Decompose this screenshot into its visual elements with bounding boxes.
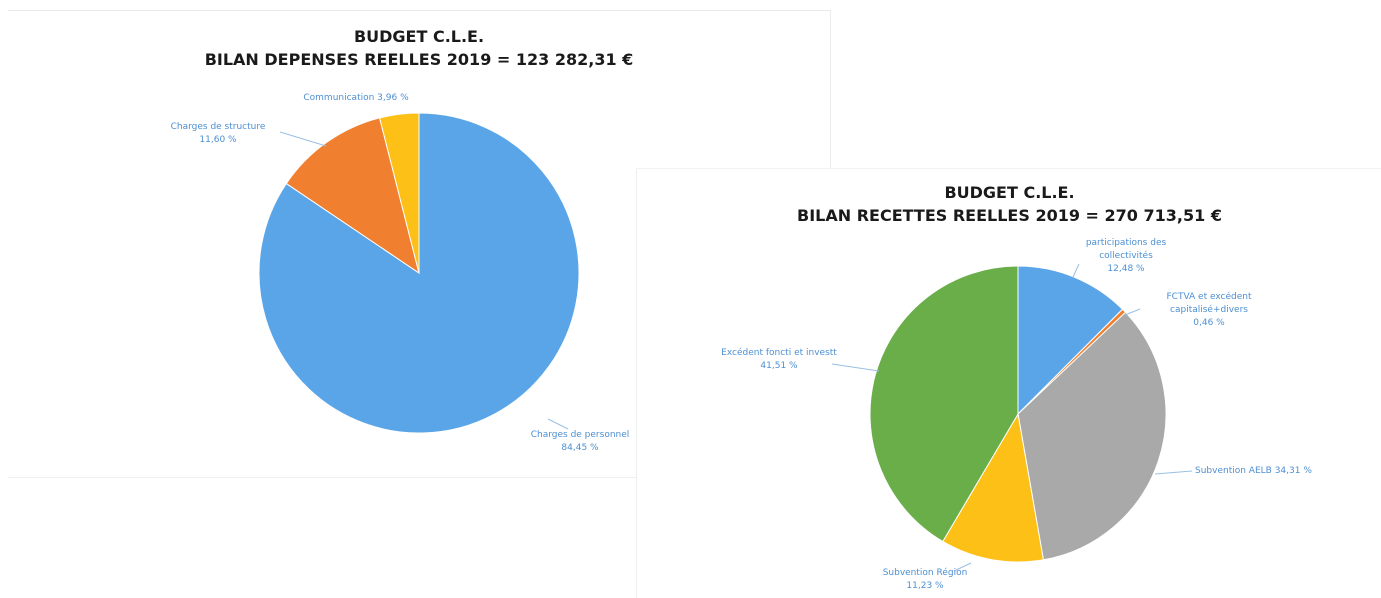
recettes-slice-label-4-line-1: 41,51 % [760, 361, 798, 371]
depenses-slice-1 [285, 117, 420, 275]
depenses-slice-label-1-line-0: Charges de structure [171, 122, 266, 132]
recettes-slice-label-0-line-0: participations des [1086, 238, 1167, 248]
chart-recettes-title: BUDGET C.L.E. [944, 183, 1075, 202]
depenses-slice-label-2-line-0: Communication 3,96 % [303, 93, 409, 103]
recettes-leader-line-0 [1072, 263, 1080, 278]
recettes-leader-line-1 [1124, 308, 1141, 316]
recettes-slice-label-3-line-1: 11,23 % [906, 581, 944, 591]
depenses-slice-label-0-line-1: 84,45 % [561, 443, 599, 453]
recettes-slice-label-1-line-1: capitalisé+divers [1170, 304, 1248, 315]
depenses-slice-label-0-line-0: Charges de personnel [531, 430, 630, 440]
depenses-slice-label-2: Communication 3,96 % [303, 93, 409, 103]
recettes-slice-label-2: Subvention AELB 34,31 % [1195, 466, 1312, 476]
depenses-slice-label-1-line-1: 11,60 % [199, 135, 237, 145]
recettes-slice-label-2-line-0: Subvention AELB 34,31 % [1195, 466, 1312, 476]
recettes-slice-label-4-line-0: Excédent foncti et investt [721, 347, 837, 358]
recettes-leader-line-4 [831, 363, 880, 372]
recettes-slice-label-3: Subvention Région 11,23 % [883, 567, 968, 591]
chart-depenses-title-block: BUDGET C.L.E. BILAN DEPENSES REELLES 201… [8, 25, 830, 71]
chart-depenses-pie: Charges de personnel 84,45 % Charges de st… [171, 93, 630, 453]
recettes-leader-line-2 [1154, 470, 1193, 475]
chart-recettes-pie: participations des collectivités 12,48 % FC… [721, 238, 1312, 591]
recettes-slice-2 [1017, 311, 1167, 561]
chart-recettes: BUDGET C.L.E. BILAN RECETTES REELLES 201… [636, 168, 1381, 598]
recettes-slice-4 [869, 265, 1019, 543]
depenses-leader-line-1 [279, 131, 327, 147]
recettes-leader-line-3 [953, 562, 972, 572]
depenses-slice-label-0: Charges de personnel 84,45 % [531, 430, 630, 453]
recettes-slice-label-1-line-2: 0,46 % [1193, 318, 1225, 328]
recettes-slice-label-3-line-0: Subvention Région [883, 567, 968, 578]
depenses-leader-line-0 [547, 418, 569, 430]
recettes-slice-label-1: FCTVA et excédent capitalisé+divers 0,46 % [1167, 291, 1252, 328]
chart-recettes-title-block: BUDGET C.L.E. BILAN RECETTES REELLES 201… [637, 181, 1381, 227]
recettes-slice-label-0-line-2: 12,48 % [1107, 264, 1145, 274]
chart-recettes-subtitle: BILAN RECETTES REELLES 2019 = 270 713,51… [797, 206, 1222, 225]
depenses-slice-2 [378, 112, 420, 274]
chart-depenses-subtitle: BILAN DEPENSES REELLES 2019 = 123 282,31… [204, 50, 634, 69]
chart-depenses-title: BUDGET C.L.E. [353, 27, 485, 46]
recettes-slice-0 [1017, 265, 1124, 416]
recettes-slice-3 [942, 412, 1044, 563]
recettes-slice-label-4: Excédent foncti et investt 41,51 % [721, 347, 837, 371]
recettes-slice-label-0: participations des collectivités 12,48 % [1086, 238, 1167, 274]
recettes-slice-label-1-line-0: FCTVA et excédent [1167, 291, 1252, 302]
recettes-slice-label-0-line-1: collectivités [1099, 250, 1153, 261]
depenses-slice-label-1: Charges de structure 11,60 % [171, 122, 266, 145]
